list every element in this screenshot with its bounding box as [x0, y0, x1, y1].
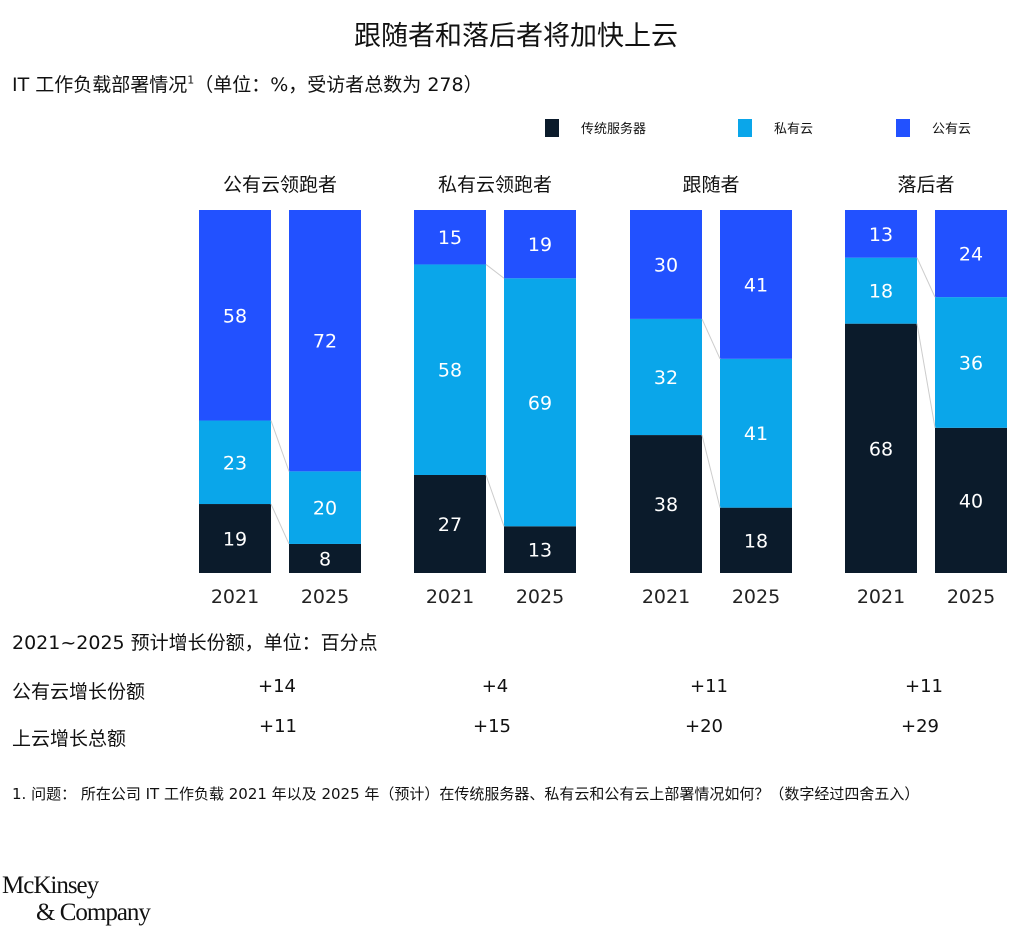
data-label: 18 [869, 281, 893, 303]
chart-subtitle: IT 工作负载部署情况1（单位：%，受访者总数为 278） [12, 70, 483, 97]
bar-segment [199, 420, 271, 505]
connector-line [916, 257, 936, 298]
connector-line [701, 318, 721, 360]
data-label: 58 [438, 360, 462, 382]
bar-segment [630, 210, 702, 319]
bar-segment [414, 474, 486, 573]
data-label: 41 [744, 274, 768, 296]
bar-segment [504, 526, 576, 573]
connector-line [270, 503, 290, 545]
growth-value: +11 [259, 716, 297, 737]
bar-segment [845, 210, 917, 258]
legend-swatch [545, 118, 559, 137]
bar-segment [720, 507, 792, 573]
bar-segment [199, 504, 271, 573]
legend-item-private: 私有云 [738, 118, 813, 137]
data-label: 40 [959, 490, 983, 512]
footnote-marker: 1 [187, 73, 195, 87]
footnote: 1. 问题： 所在公司 IT 工作负载 2021 年以及 2025 年（预计）在… [12, 785, 920, 803]
mckinsey-logo: McKinsey & Company [2, 872, 151, 926]
data-label: 36 [959, 352, 983, 374]
legend-item-traditional: 传统服务器 [545, 118, 646, 137]
year-label: 2025 [947, 586, 995, 608]
data-label: 8 [319, 548, 331, 570]
bar-segment [630, 435, 702, 573]
data-label: 32 [654, 367, 678, 389]
bar-segment [289, 543, 361, 573]
bar-segment [935, 297, 1007, 428]
data-label: 13 [528, 540, 552, 562]
year-label: 2021 [211, 586, 259, 608]
data-label: 19 [528, 234, 552, 256]
connector-line [485, 264, 505, 279]
bar-segment [845, 257, 917, 324]
year-label: 2025 [732, 586, 780, 608]
connector-line [485, 474, 505, 527]
bar-segment [289, 210, 361, 472]
legend-swatch [738, 118, 752, 137]
growth-value: +11 [690, 676, 728, 697]
year-label: 2021 [857, 586, 905, 608]
growth-row-label: 上云增长总额 [12, 728, 127, 750]
growth-value: +20 [685, 716, 723, 737]
legend-label: 私有云 [774, 122, 814, 137]
growth-value: +11 [905, 676, 943, 697]
growth-value: +15 [473, 716, 511, 737]
data-label: 69 [528, 392, 552, 414]
legend-swatch [896, 118, 910, 137]
data-label: 13 [869, 224, 893, 246]
data-label: 58 [223, 305, 247, 327]
year-label: 2021 [642, 586, 690, 608]
bar-segment [720, 358, 792, 508]
data-label: 19 [223, 529, 247, 551]
group-title: 公有云领跑者 [223, 174, 337, 196]
bar-segment [414, 264, 486, 475]
growth-value: +4 [481, 676, 509, 697]
chart-title: 跟随者和落后者将加快上云 [354, 21, 678, 52]
bar-segment [504, 278, 576, 527]
year-label: 2021 [426, 586, 474, 608]
growth-heading: 2021~2025 预计增长份额，单位：百分点 [12, 632, 378, 654]
growth-value: +29 [901, 716, 939, 737]
legend-label: 传统服务器 [581, 122, 647, 137]
logo-line1: McKinsey [2, 872, 99, 899]
data-label: 20 [313, 498, 337, 520]
bar-segment [845, 323, 917, 573]
group-title: 私有云领跑者 [438, 174, 552, 196]
data-label: 15 [438, 227, 462, 249]
data-label: 38 [654, 494, 678, 516]
bar-segment [935, 427, 1007, 573]
subtitle-text: IT 工作负载部署情况 [12, 74, 188, 96]
bar-segment [935, 210, 1007, 298]
growth-row-label: 公有云增长份额 [12, 681, 146, 703]
bar-segment [199, 210, 271, 421]
logo-line2: & Company [36, 899, 151, 926]
connector-line [270, 420, 290, 472]
data-label: 23 [223, 452, 247, 474]
year-label: 2025 [516, 586, 564, 608]
legend-item-public: 公有云 [896, 118, 971, 137]
data-label: 72 [313, 331, 337, 353]
subtitle-suffix: （单位：%，受访者总数为 278） [194, 74, 483, 96]
data-label: 18 [744, 530, 768, 552]
legend-label: 公有云 [932, 122, 972, 137]
group-title: 落后者 [897, 174, 954, 196]
year-label: 2025 [301, 586, 349, 608]
group-title: 跟随者 [682, 174, 739, 196]
growth-value: +14 [258, 676, 296, 697]
bar-segment [289, 471, 361, 544]
data-label: 24 [959, 244, 983, 266]
data-label: 41 [744, 423, 768, 445]
bar-segment [630, 318, 702, 436]
stacked-bar-chart: 公有云领跑者 19 23 58 2021 8 20 72 2025 私有云领跑者 27 58 15 202… [199, 174, 1007, 608]
data-label: 30 [654, 254, 678, 276]
connector-line [916, 323, 936, 428]
connector-line [701, 434, 721, 508]
bar-segment [504, 210, 576, 279]
bar-segment [414, 210, 486, 265]
data-label: 27 [438, 514, 462, 536]
data-label: 68 [869, 438, 893, 460]
bar-segment [720, 210, 792, 359]
